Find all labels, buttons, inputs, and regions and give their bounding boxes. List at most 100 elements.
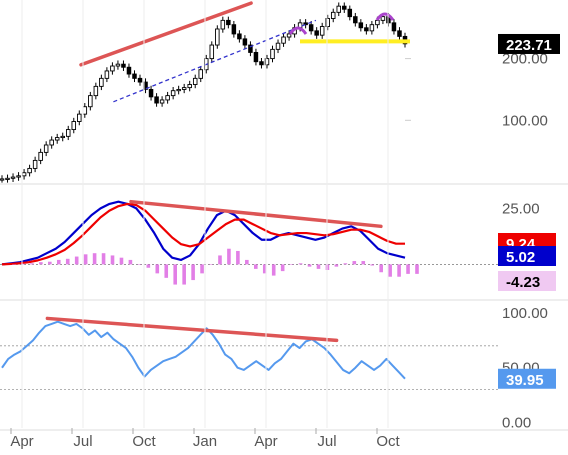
price-candle (375, 19, 380, 26)
price-candle (275, 42, 281, 50)
price-candle (115, 63, 121, 67)
macd-histogram-bar (110, 255, 115, 265)
macd-value-label: -4.23 (506, 274, 540, 291)
macd-histogram-bar (245, 259, 249, 265)
price-candle (248, 44, 253, 53)
price-candle (77, 113, 82, 122)
x-tick-label: Jul (317, 433, 336, 450)
rsi-y-tick-label: 0.00 (502, 415, 531, 432)
price-candle (347, 8, 353, 18)
price-candle (342, 5, 347, 10)
macd-divergence-trendline (129, 199, 383, 229)
macd-histogram-bar (146, 264, 151, 268)
x-tick-label: Jan (193, 433, 217, 450)
price-candle (165, 95, 170, 101)
x-tick-label: Oct (376, 433, 400, 450)
macd-histogram-bar (30, 263, 34, 265)
macd-histogram-bar (83, 254, 88, 265)
price-candle (237, 33, 242, 40)
price-candle (38, 151, 43, 161)
price-last-value-label: 223.71 (506, 37, 552, 54)
price-candle (308, 24, 314, 32)
price-candle (110, 65, 115, 72)
price-candle (264, 58, 270, 66)
macd-histogram-bar (298, 263, 303, 265)
price-candle (319, 26, 325, 36)
price-candle (137, 77, 143, 83)
price-candle (132, 73, 137, 79)
price-candle (242, 38, 248, 46)
macd-histogram-bar (39, 262, 43, 265)
price-candle (170, 90, 176, 97)
price-candle (148, 89, 154, 98)
macd-histogram-bar (254, 264, 258, 269)
price-candle (71, 121, 77, 131)
macd-histogram-bar (128, 259, 133, 265)
price-candle (54, 137, 60, 141)
price-candle (226, 19, 231, 26)
macd-line (1, 200, 406, 266)
price-candle (253, 51, 259, 63)
rsi-value-label: 39.95 (506, 372, 544, 389)
macd-histogram-bar (218, 255, 222, 265)
macd-histogram-bar (316, 264, 321, 269)
macd-histogram-bar (200, 264, 204, 274)
macd-histogram-bar (65, 258, 70, 265)
macd-histogram-bar (361, 261, 366, 265)
price-candle (60, 135, 65, 139)
macd-histogram-bar (307, 264, 312, 267)
macd-histogram-bar (101, 253, 106, 265)
price-last-value-badge (498, 33, 560, 54)
x-axis: Apr Jul Oct Jan Apr Jul Oct (10, 0, 400, 450)
pattern-arc-left (288, 26, 308, 35)
x-tick-label: Apr (254, 433, 277, 450)
macd-histogram-bar (74, 256, 79, 265)
macd-histogram-bar (191, 264, 195, 281)
x-tick-label: Jul (73, 433, 92, 450)
price-candle (220, 19, 226, 30)
macd-value-label: 5.02 (506, 249, 535, 266)
macd-histogram-bar (271, 264, 276, 276)
price-candle (154, 96, 159, 104)
macd-histogram-bar (236, 250, 240, 265)
macd-value-badge (498, 271, 556, 291)
macd-histogram-bar (21, 263, 25, 265)
price-candle (270, 48, 275, 60)
rsi-y-tick-label: 100.00 (502, 305, 548, 322)
price-candle (192, 77, 198, 85)
macd-histogram-bar (164, 264, 169, 278)
price-candle (215, 28, 220, 46)
price-candle (314, 30, 319, 36)
x-tick-label: Oct (132, 433, 156, 450)
price-candle (286, 33, 292, 38)
macd-histogram-bar (289, 264, 294, 265)
macd-histogram-bar (388, 264, 392, 277)
macd-histogram-bar (12, 264, 16, 265)
price-candle (325, 18, 330, 27)
macd-histogram-bar (370, 264, 375, 266)
upper-resistance-trendline (79, 1, 253, 67)
macd-histogram-bar (334, 264, 339, 267)
price-candle (391, 22, 397, 32)
price-candle (330, 11, 336, 19)
price-candle (104, 70, 110, 79)
price-candle (176, 89, 181, 92)
price-candle (10, 176, 16, 179)
price-panel: 200.00 100.00 223.71 (0, 1, 568, 185)
macd-value-badge (498, 246, 556, 266)
price-candle (181, 87, 187, 90)
rsi-value-badge (498, 368, 556, 389)
price-candle (358, 22, 364, 29)
lower-channel-trendline (113, 19, 317, 103)
price-candle (303, 22, 308, 26)
macd-histogram-bar (406, 264, 410, 274)
price-candle (21, 172, 27, 177)
macd-histogram-bar (379, 264, 383, 273)
macd-histogram-bar (92, 253, 97, 265)
price-y-tick-label: 100.00 (502, 112, 548, 129)
price-candle (397, 30, 402, 37)
